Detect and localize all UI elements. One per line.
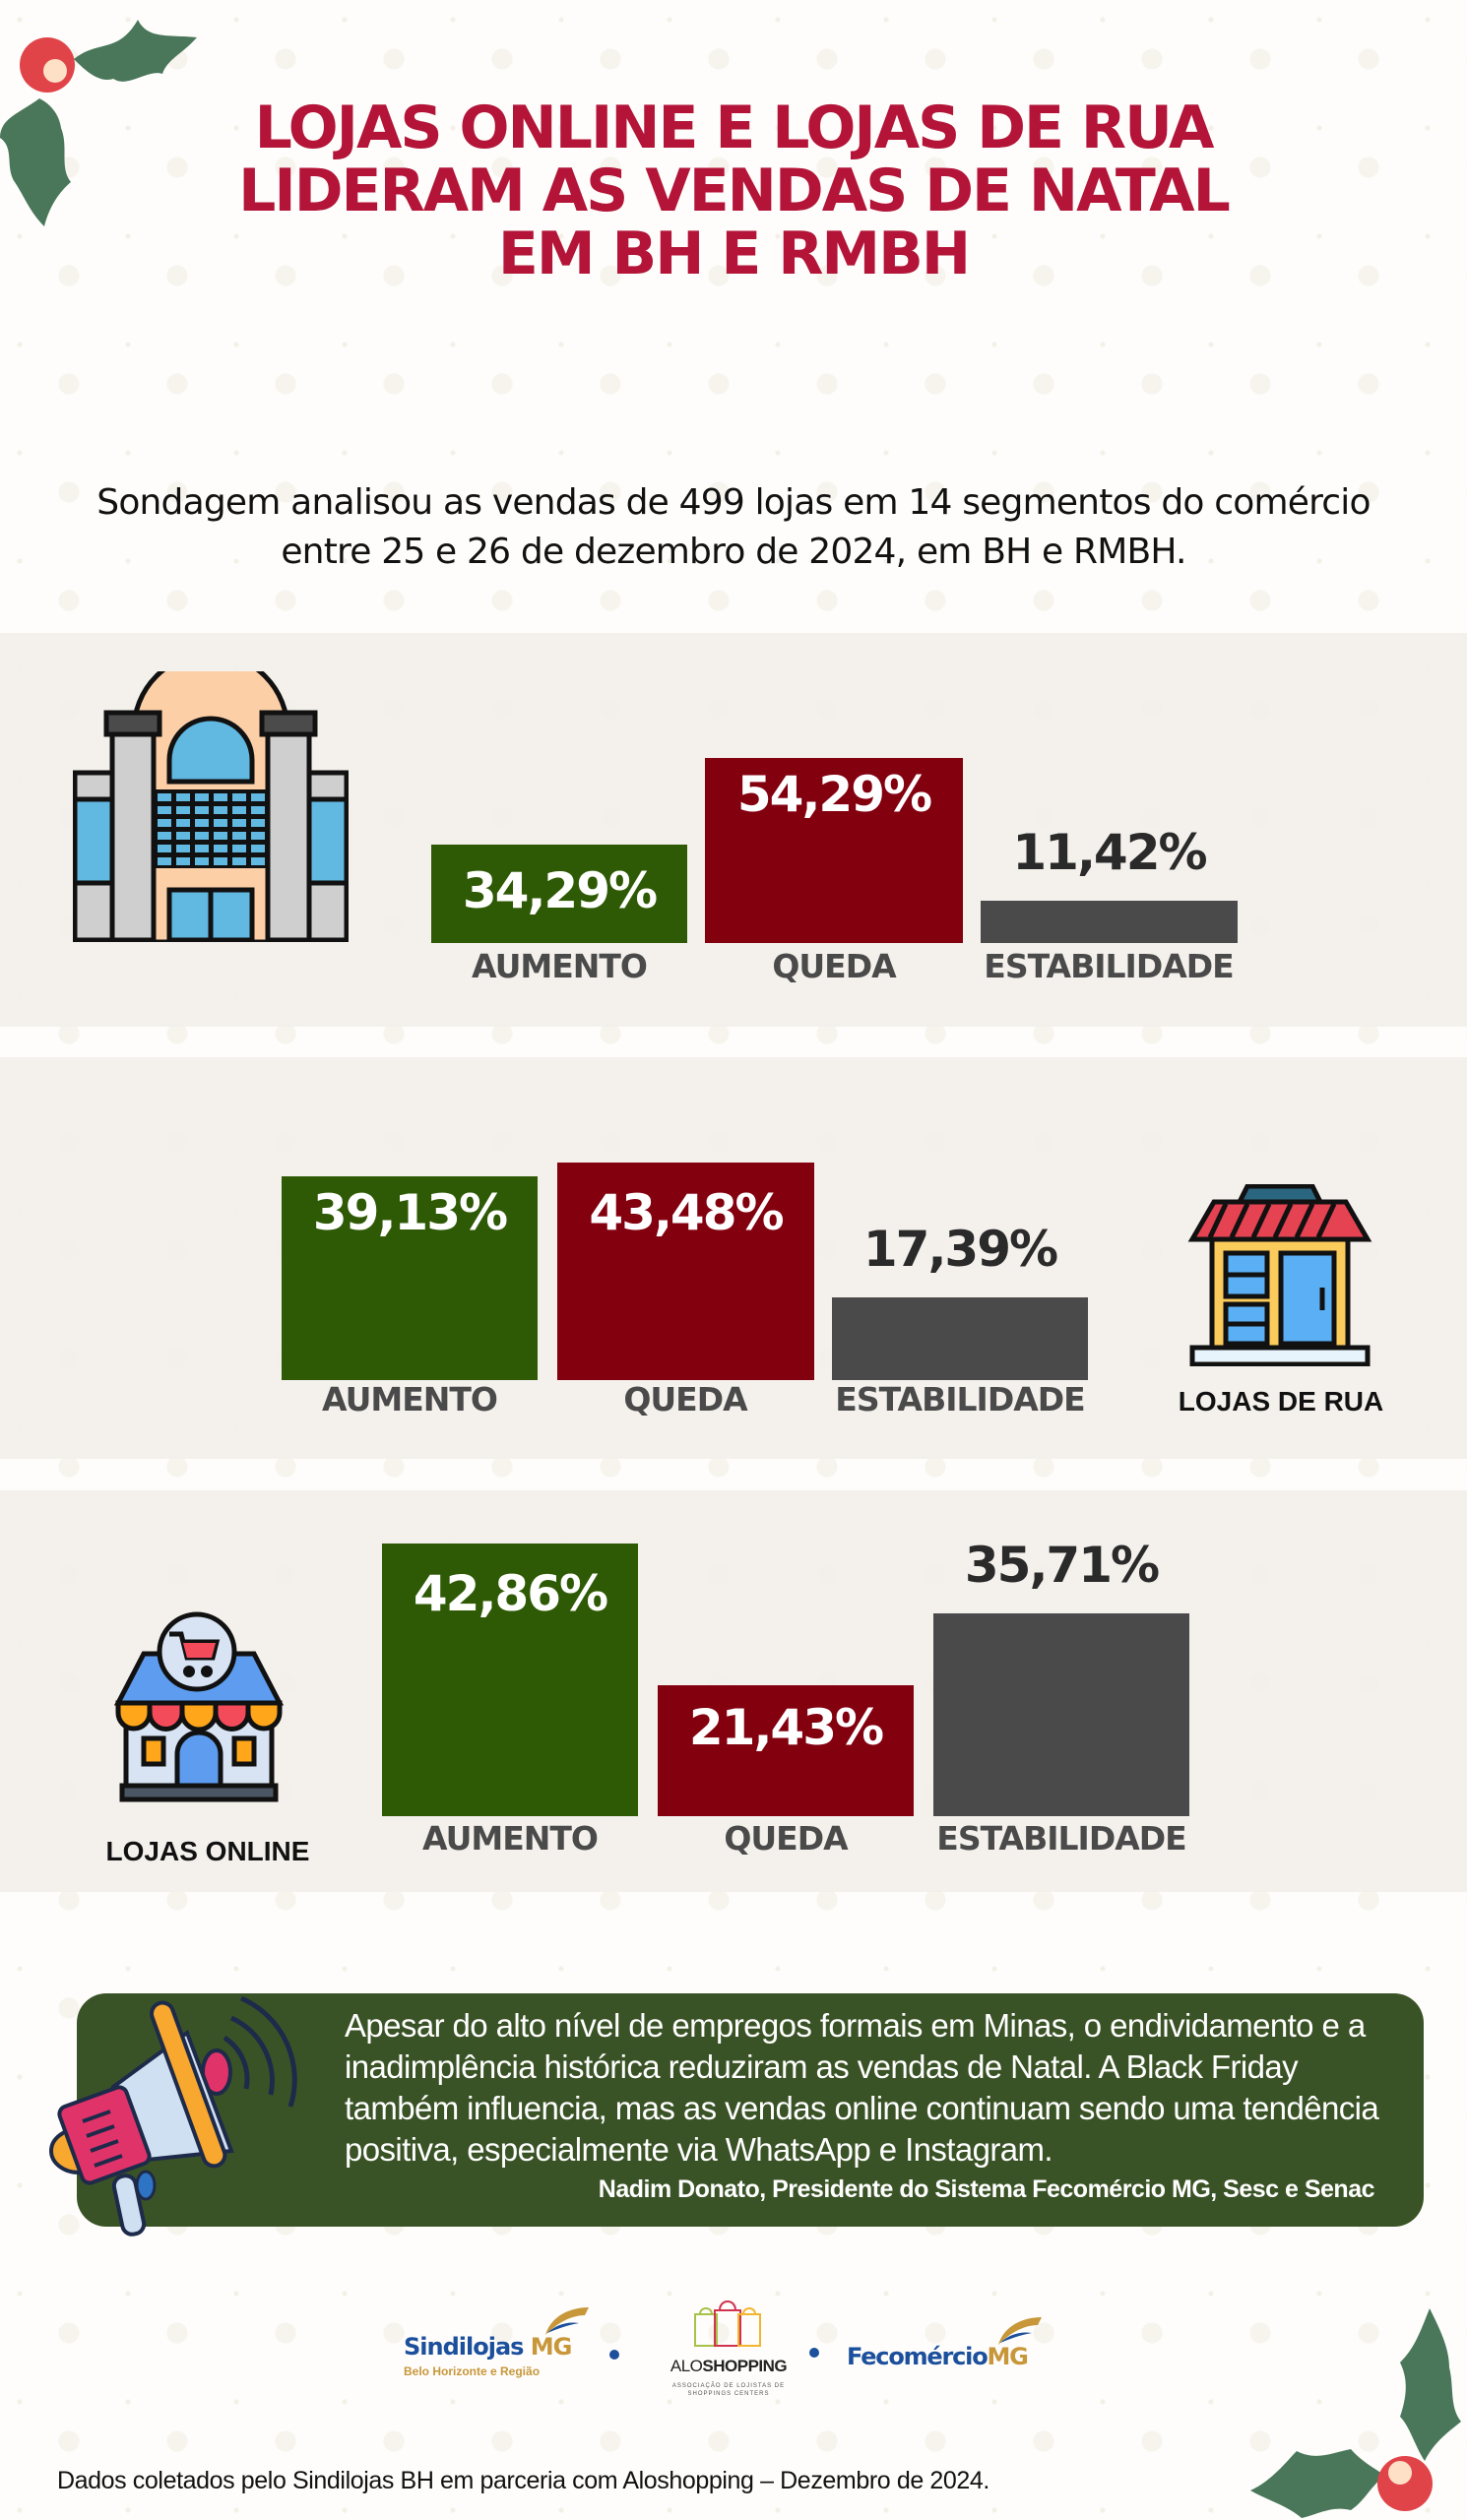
bar-online-aumento: 42,86% (382, 1544, 638, 1816)
quote-box (77, 1993, 1424, 2227)
bar-online-estabilidade: 35,71% (933, 1537, 1189, 1816)
sindilojas-swoosh-icon (545, 2307, 589, 2335)
fecomercio-mg: MG (987, 2343, 1028, 2370)
bar-shopping-aumento: 34,29% (431, 845, 687, 943)
bar-label-estabilidade: ESTABILIDADE (984, 947, 1234, 985)
bar-value: 54,29% (736, 766, 932, 823)
intro-line-2: entre 25 e 26 de dezembro de 2024, em BH… (281, 532, 1186, 572)
bar-label-queda: QUEDA (772, 947, 896, 985)
bar-shopping-estabilidade: 11,42% (981, 824, 1238, 943)
sindilojas-logo: Sindilojas MG Belo Horizonte e Região (404, 2307, 610, 2378)
megaphone-icon (49, 1995, 297, 2236)
intro-line-1: Sondagem analisou as vendas de 499 lojas… (96, 482, 1371, 523)
bar-rua-estabilidade: 17,39% (832, 1221, 1088, 1380)
bar-label-aumento: AUMENTO (422, 1819, 599, 1858)
bar-value: 35,71% (964, 1537, 1160, 1594)
bar-value: 34,29% (462, 862, 658, 919)
quote-author: Nadim Donato, Presidente do Sistema Feco… (598, 2175, 1375, 2203)
bar-value: 11,42% (1012, 824, 1207, 881)
bar-label-queda: QUEDA (724, 1819, 848, 1858)
aloshopping-name-bold: SHOPPING (702, 2357, 788, 2375)
bar-rua-queda: 43,48% (557, 1163, 814, 1380)
sindilojas-name: Sindilojas (404, 2333, 524, 2361)
fecomercio-name: Fecomércio (847, 2343, 989, 2370)
page-title: LOJAS ONLINE E LOJAS DE RUA LIDERAM AS V… (0, 96, 1467, 285)
bar-label-aumento: AUMENTO (472, 947, 648, 985)
aloshopping-logo: ALOSHOPPING ASSOCIAÇÃO DE LOJISTAS DE SH… (670, 2299, 788, 2398)
sindilojas-mg: MG (530, 2333, 573, 2361)
fecomercio-swoosh-icon (998, 2317, 1042, 2345)
separator-dot (809, 2348, 819, 2358)
icon-label-lojas-online: LOJAS ONLINE (105, 1836, 310, 1866)
bar-value: 17,39% (862, 1221, 1058, 1278)
separator-dot (609, 2350, 619, 2360)
bar-shopping-queda: 54,29% (705, 758, 963, 943)
holly-top-left-icon (0, 20, 197, 226)
fecomercio-logo: FecomércioMG (847, 2317, 1053, 2370)
bar-value: 42,86% (413, 1565, 608, 1622)
bar-online-queda: 21,43% (658, 1685, 914, 1816)
bar-value: 43,48% (589, 1184, 784, 1241)
bar-label-queda: QUEDA (623, 1380, 747, 1418)
holly-bottom-right-icon (1250, 2308, 1461, 2518)
shopping-center-icon (73, 671, 349, 942)
title-line-2: LIDERAM AS VENDAS DE NATAL (238, 157, 1231, 225)
bar-label-estabilidade: ESTABILIDADE (835, 1380, 1085, 1418)
icon-label-lojas-de-rua: LOJAS DE RUA (1178, 1386, 1384, 1417)
title-line-1: LOJAS ONLINE E LOJAS DE RUA (254, 94, 1215, 162)
bar-value: 39,13% (312, 1184, 508, 1241)
shopping-bags-icon (694, 2300, 761, 2347)
title-line-3: EM BH E RMBH (497, 220, 971, 288)
footer-source-text: Dados coletados pelo Sindilojas BH em pa… (57, 2467, 989, 2494)
bar-label-estabilidade: ESTABILIDADE (936, 1819, 1186, 1858)
bar-label-aumento: AUMENTO (322, 1380, 498, 1418)
bar-rua-aumento: 39,13% (282, 1176, 538, 1380)
intro-text: Sondagem analisou as vendas de 499 lojas… (0, 478, 1467, 577)
aloshopping-name-light: ALO (670, 2357, 703, 2375)
bar-value: 21,43% (688, 1699, 884, 1756)
sindilojas-subtitle: Belo Horizonte e Região (404, 2364, 541, 2378)
online-store-icon (113, 1611, 285, 1802)
quote-text: Apesar do alto nível de empregos formais… (345, 2007, 1379, 2168)
street-store-icon (1187, 1184, 1372, 1366)
aloshopping-subtitle: ASSOCIAÇÃO DE LOJISTAS DE SHOPPINGS CENT… (671, 2383, 786, 2397)
